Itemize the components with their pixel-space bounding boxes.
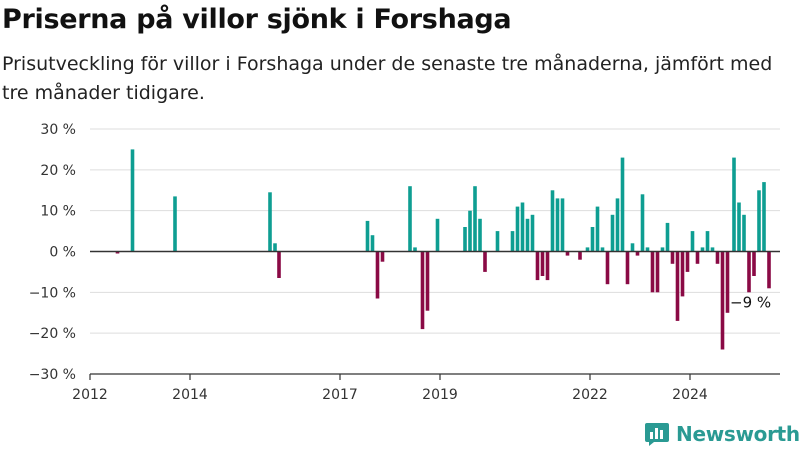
bar bbox=[690, 231, 695, 252]
last-value-annotation: −9 % bbox=[730, 293, 771, 311]
bar bbox=[640, 194, 645, 252]
bar bbox=[525, 218, 530, 252]
bar bbox=[752, 251, 756, 276]
bar bbox=[515, 206, 520, 252]
bar bbox=[173, 196, 177, 252]
bar bbox=[670, 251, 675, 264]
y-tick-label: −20 % bbox=[29, 326, 76, 342]
bar bbox=[380, 251, 385, 262]
bar bbox=[463, 227, 467, 252]
bar bbox=[495, 231, 500, 252]
bar bbox=[742, 214, 746, 252]
x-tick-label: 2022 bbox=[572, 387, 608, 403]
bar bbox=[625, 251, 630, 285]
y-tick-label: 0 % bbox=[49, 245, 76, 261]
x-tick-label: 2014 bbox=[172, 387, 208, 403]
bar bbox=[520, 202, 525, 252]
bar bbox=[277, 251, 281, 278]
bar bbox=[510, 231, 515, 252]
bar bbox=[468, 210, 472, 252]
bar-chart-logo-icon bbox=[645, 423, 669, 446]
bar bbox=[767, 251, 771, 289]
y-axis-labels: 30 % 20 % 10 % 0 % −10 % −20 % −30 % bbox=[29, 122, 76, 383]
brand-logo: Newsworthy bbox=[644, 420, 800, 448]
y-tick-label: 30 % bbox=[40, 122, 76, 138]
bar bbox=[732, 157, 736, 252]
bar bbox=[655, 251, 660, 293]
x-tick-label: 2024 bbox=[672, 387, 708, 403]
chart-title: Priserna på villor sjönk i Forshaga bbox=[2, 4, 512, 35]
x-tick-label: 2017 bbox=[322, 387, 358, 403]
bar bbox=[762, 182, 766, 252]
bar bbox=[590, 227, 595, 252]
gridlines bbox=[90, 128, 780, 334]
bar bbox=[473, 186, 477, 252]
bar bbox=[585, 247, 590, 252]
bar-chart: 30 %20 %10 %0 %−10 %−20 %−30 % 2012 2014 2… bbox=[29, 122, 780, 403]
bar bbox=[665, 222, 670, 252]
bar bbox=[425, 251, 430, 311]
bar bbox=[747, 251, 751, 293]
bar bbox=[483, 251, 487, 272]
bar bbox=[130, 149, 135, 252]
bar bbox=[545, 251, 550, 281]
x-tick-label: 2019 bbox=[422, 387, 458, 403]
bar bbox=[268, 192, 272, 252]
bar bbox=[700, 247, 705, 252]
bar bbox=[610, 214, 615, 252]
x-axis-ticks: 2012 2014 2017 2019 2022 2024 bbox=[72, 374, 708, 403]
bar bbox=[757, 190, 761, 252]
bar bbox=[600, 247, 605, 252]
bar bbox=[605, 251, 610, 285]
bar bbox=[578, 251, 582, 260]
bar bbox=[680, 251, 685, 297]
y-tick-label: −10 % bbox=[29, 285, 76, 301]
bar bbox=[115, 251, 120, 254]
bar bbox=[737, 202, 741, 252]
bar bbox=[620, 157, 625, 252]
bar bbox=[675, 251, 680, 321]
bar bbox=[375, 251, 380, 299]
bar bbox=[365, 220, 370, 252]
bar bbox=[595, 206, 600, 252]
bar bbox=[695, 251, 700, 264]
bar bbox=[540, 251, 545, 276]
bar bbox=[413, 247, 417, 252]
bar bbox=[645, 247, 650, 252]
y-tick-label: −30 % bbox=[29, 367, 76, 383]
bar bbox=[615, 198, 620, 252]
bar bbox=[720, 251, 725, 350]
bar bbox=[560, 198, 565, 252]
bar bbox=[273, 243, 277, 252]
bar bbox=[715, 251, 720, 264]
bar bbox=[435, 218, 440, 252]
bar bbox=[725, 251, 730, 313]
chart-subtitle: Prisutveckling för villor i Forshaga und… bbox=[2, 53, 773, 104]
bar bbox=[565, 251, 570, 256]
brand-name: Newsworthy bbox=[676, 422, 800, 446]
bar bbox=[635, 251, 640, 256]
bar bbox=[408, 186, 412, 252]
bar bbox=[535, 251, 540, 281]
bar bbox=[478, 218, 482, 252]
bar bbox=[705, 231, 710, 252]
bar bbox=[710, 247, 715, 252]
bar bbox=[550, 190, 555, 252]
bar bbox=[530, 214, 535, 252]
y-tick-label: 10 % bbox=[40, 204, 76, 220]
x-tick-label: 2012 bbox=[72, 387, 108, 403]
bar bbox=[650, 251, 655, 293]
bar bbox=[685, 251, 690, 272]
bar bbox=[660, 247, 665, 252]
bar bbox=[555, 198, 560, 252]
y-tick-label: 20 % bbox=[40, 163, 76, 179]
bar bbox=[370, 235, 375, 252]
bar bbox=[420, 251, 425, 330]
bar bbox=[630, 243, 635, 252]
bars bbox=[115, 149, 771, 350]
